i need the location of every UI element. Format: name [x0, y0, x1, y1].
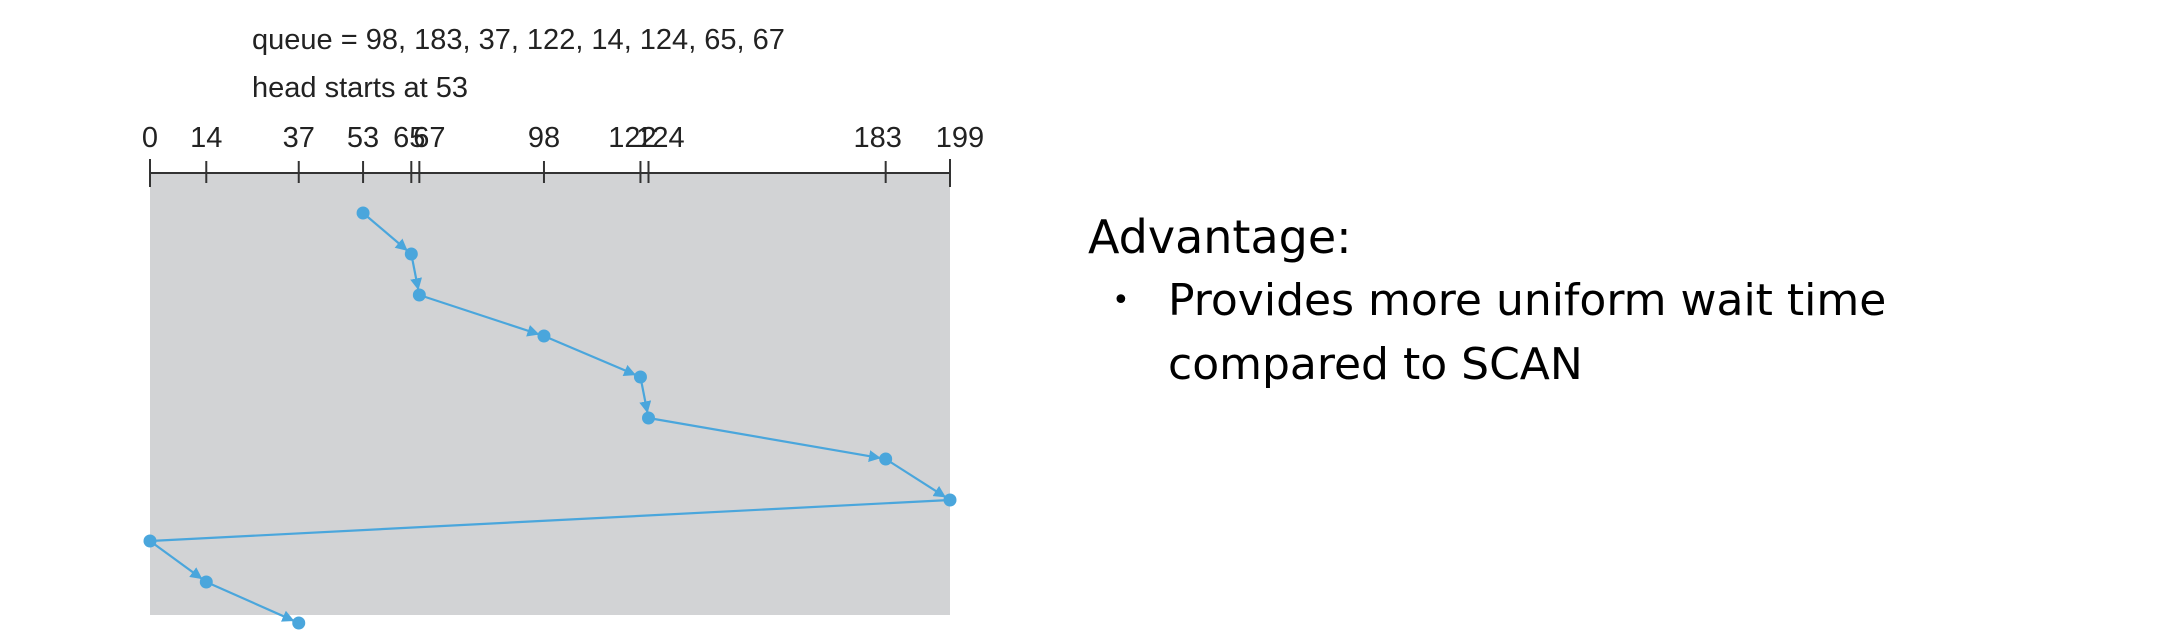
axis-tick-label: 53 — [347, 122, 379, 154]
axis-tick-label: 0 — [142, 122, 158, 154]
request-point — [943, 493, 957, 507]
path-segment — [419, 293, 540, 337]
path-segment — [362, 212, 408, 251]
request-point — [641, 411, 655, 425]
head-start-label: head starts at 53 — [252, 72, 469, 104]
axis-tick-label: 98 — [528, 122, 560, 154]
advantage-heading: Advantage: — [1088, 210, 1352, 264]
request-point — [199, 575, 213, 589]
axis-tick-label: 199 — [936, 122, 984, 154]
advantage-panel: Advantage: • Provides more uniform wait … — [1088, 205, 2148, 397]
path-segment — [543, 334, 637, 376]
axis-tick-label: 183 — [853, 122, 901, 154]
request-point — [412, 288, 426, 302]
axis-tick-label: 37 — [283, 122, 315, 154]
path-segment — [149, 540, 203, 580]
path-segment — [205, 580, 295, 622]
diagram-panel — [150, 173, 950, 615]
path-segment — [149, 498, 951, 543]
bullet-text-line-1: Provides more uniform wait time — [1168, 275, 1887, 326]
request-point — [537, 329, 551, 343]
path-segment — [885, 458, 946, 498]
path-segment — [648, 416, 881, 463]
advantage-bullet-item: • Provides more uniform wait time compar… — [1088, 269, 2148, 397]
bullet-icon: • — [1112, 283, 1130, 318]
axis-tick-label: 124 — [636, 122, 684, 154]
request-point — [292, 616, 306, 630]
bullet-text-line-2: compared to SCAN — [1168, 339, 1583, 390]
advantage-bullet-list: • Provides more uniform wait time compar… — [1088, 269, 2148, 397]
request-point — [633, 370, 647, 384]
axis-tick-label: 14 — [190, 122, 222, 154]
request-point — [404, 247, 418, 261]
axis-tick-label: 67 — [413, 122, 445, 154]
head-path — [143, 206, 957, 630]
axis-tick-label: 65 — [393, 122, 425, 154]
request-point — [879, 452, 893, 466]
request-point — [143, 534, 157, 548]
axis-tick-label: 122 — [608, 122, 656, 154]
request-point — [356, 206, 370, 220]
queue-label: queue = 98, 183, 37, 122, 14, 124, 65, 6… — [252, 24, 785, 56]
